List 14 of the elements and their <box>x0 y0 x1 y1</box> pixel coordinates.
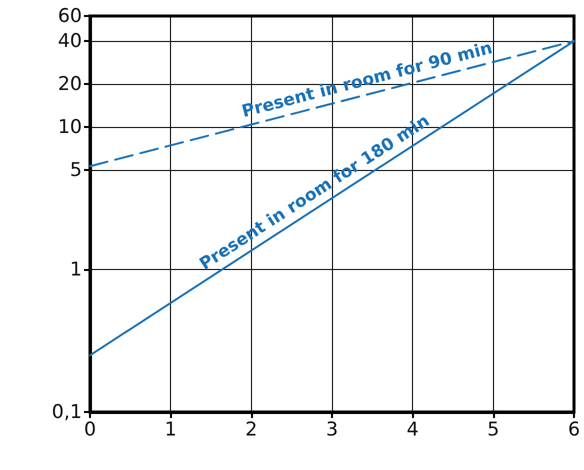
y-tick-label: 60 <box>58 5 82 27</box>
y-tick-label: 40 <box>58 30 82 52</box>
x-tick-label: 4 <box>406 418 419 440</box>
y-tick-label: 0,1 <box>52 401 82 423</box>
x-tick-label: 3 <box>326 418 338 440</box>
x-tick-label: 2 <box>245 418 258 440</box>
y-tick-label: 1 <box>70 258 82 280</box>
x-tick-label: 1 <box>164 418 177 440</box>
x-tick-label: 5 <box>487 418 500 440</box>
y-tick-label: 20 <box>58 73 82 96</box>
x-tick-label: 6 <box>568 418 580 440</box>
x-tick-label: 0 <box>84 418 96 440</box>
y-tick-label: 10 <box>58 116 82 138</box>
y-tick-label: 5 <box>70 158 82 181</box>
